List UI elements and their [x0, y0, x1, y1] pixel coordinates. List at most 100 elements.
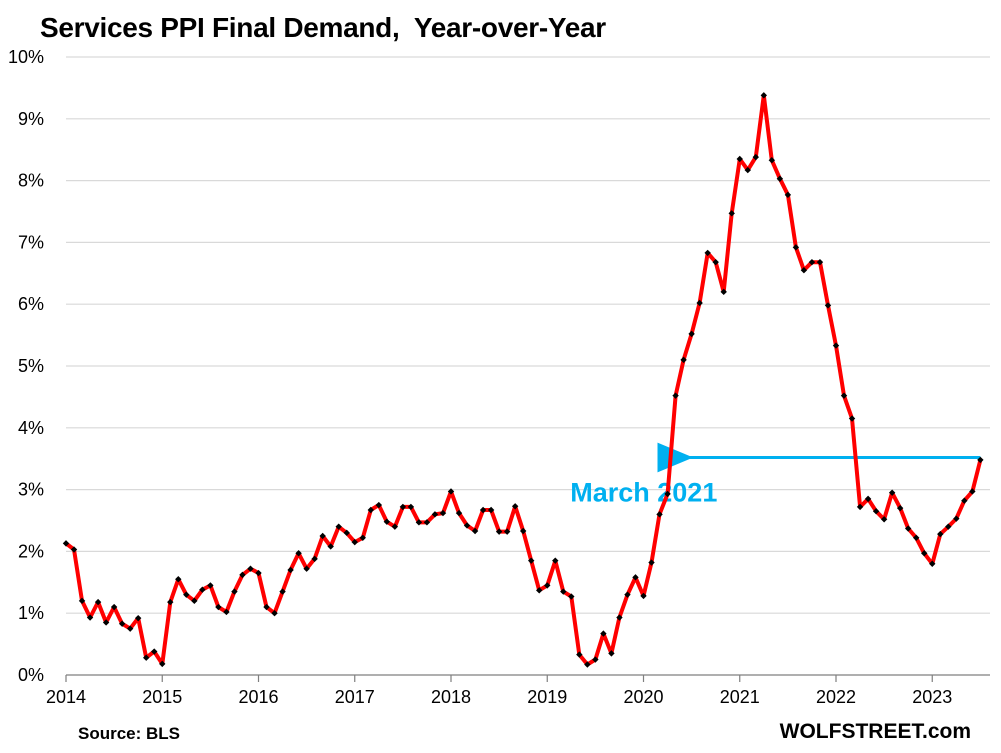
data-point [295, 550, 302, 557]
data-point [335, 523, 342, 530]
x-tick-label: 2016 [238, 687, 278, 707]
data-point [439, 509, 447, 517]
data-point [536, 587, 543, 594]
x-tick-label: 2014 [46, 687, 86, 707]
brand-label: WOLFSTREET.com [779, 720, 971, 743]
data-point [856, 503, 864, 511]
data-point [664, 490, 671, 498]
data-point [86, 614, 94, 621]
data-point [231, 588, 238, 595]
data-point [359, 534, 366, 542]
data-point [367, 506, 374, 514]
data-point [688, 330, 695, 338]
x-tick-label: 2015 [142, 687, 182, 707]
data-point [303, 565, 310, 572]
data-point [552, 557, 559, 564]
y-tick-label: 1% [18, 603, 44, 623]
data-point [640, 592, 647, 600]
annotation-label: March 2021 [570, 477, 717, 507]
data-point [977, 456, 984, 464]
data-point [864, 495, 872, 503]
data-point [327, 543, 334, 550]
data-point [929, 560, 936, 567]
data-point [447, 488, 455, 495]
data-point [167, 598, 174, 606]
data-point [94, 598, 102, 606]
data-point [872, 508, 880, 515]
data-point [351, 538, 358, 546]
gridlines [66, 56, 990, 614]
data-point [271, 610, 278, 617]
y-tick-label: 0% [18, 665, 44, 685]
chart-title: Services PPI Final Demand, Year-over-Yea… [40, 12, 606, 43]
data-point [776, 175, 784, 182]
x-tick-label: 2020 [623, 687, 663, 707]
data-point [159, 660, 166, 668]
data-point [544, 582, 551, 589]
y-tick-label: 2% [18, 541, 44, 561]
data-point [319, 532, 326, 540]
data-point [391, 523, 399, 530]
data-point [239, 571, 246, 579]
data-point [800, 267, 808, 274]
data-point [247, 565, 254, 572]
x-tick-label: 2017 [335, 687, 375, 707]
data-point [576, 651, 583, 658]
x-tick-label: 2018 [431, 687, 471, 707]
data-point [287, 566, 294, 574]
y-tick-label: 8% [18, 171, 44, 191]
data-point [784, 191, 792, 199]
data-point [736, 155, 743, 163]
data-point [399, 503, 407, 511]
x-tick-label: 2019 [527, 687, 567, 707]
data-point [263, 603, 270, 611]
y-tick-label: 7% [18, 232, 44, 252]
data-point [568, 593, 575, 600]
data-point [519, 527, 527, 535]
data-point [102, 619, 110, 626]
data-point [207, 582, 214, 589]
data-point [495, 528, 503, 535]
data-point [134, 614, 142, 622]
data-point [600, 630, 607, 637]
data-point [455, 509, 463, 517]
data-point [768, 157, 776, 164]
data-point [431, 511, 439, 518]
data-point [880, 516, 888, 523]
data-point [191, 597, 198, 605]
x-tick-label: 2021 [720, 687, 760, 707]
data-point [712, 258, 719, 266]
data-point [913, 534, 920, 542]
data-point [183, 591, 190, 598]
data-point [479, 506, 487, 514]
data-point [792, 244, 800, 251]
y-tick-labels: 0% 1% 2% 3% 4% 5% 6% 7% 8% 9% 10% [8, 47, 44, 685]
data-point [215, 603, 222, 611]
data-point [311, 555, 318, 563]
data-point [656, 511, 663, 518]
x-tick-label: 2023 [912, 687, 952, 707]
data-point [126, 625, 134, 632]
data-point [471, 527, 479, 535]
data-point [760, 92, 768, 99]
data-point [343, 529, 350, 537]
data-point [816, 258, 824, 266]
data-point [110, 603, 118, 611]
y-tick-label: 9% [18, 109, 44, 129]
y-tick-label: 3% [18, 480, 44, 500]
data-point [279, 588, 286, 595]
data-point [375, 501, 383, 509]
data-point [840, 392, 848, 399]
data-point [175, 576, 182, 583]
data-point [463, 522, 471, 529]
data-point [720, 288, 727, 296]
data-point [704, 249, 711, 257]
data-point [383, 518, 391, 525]
data-point [937, 530, 944, 538]
data-point [423, 519, 431, 526]
data-point [487, 506, 495, 514]
data-point [808, 258, 816, 266]
data-point [945, 523, 952, 530]
data-point [728, 210, 735, 217]
